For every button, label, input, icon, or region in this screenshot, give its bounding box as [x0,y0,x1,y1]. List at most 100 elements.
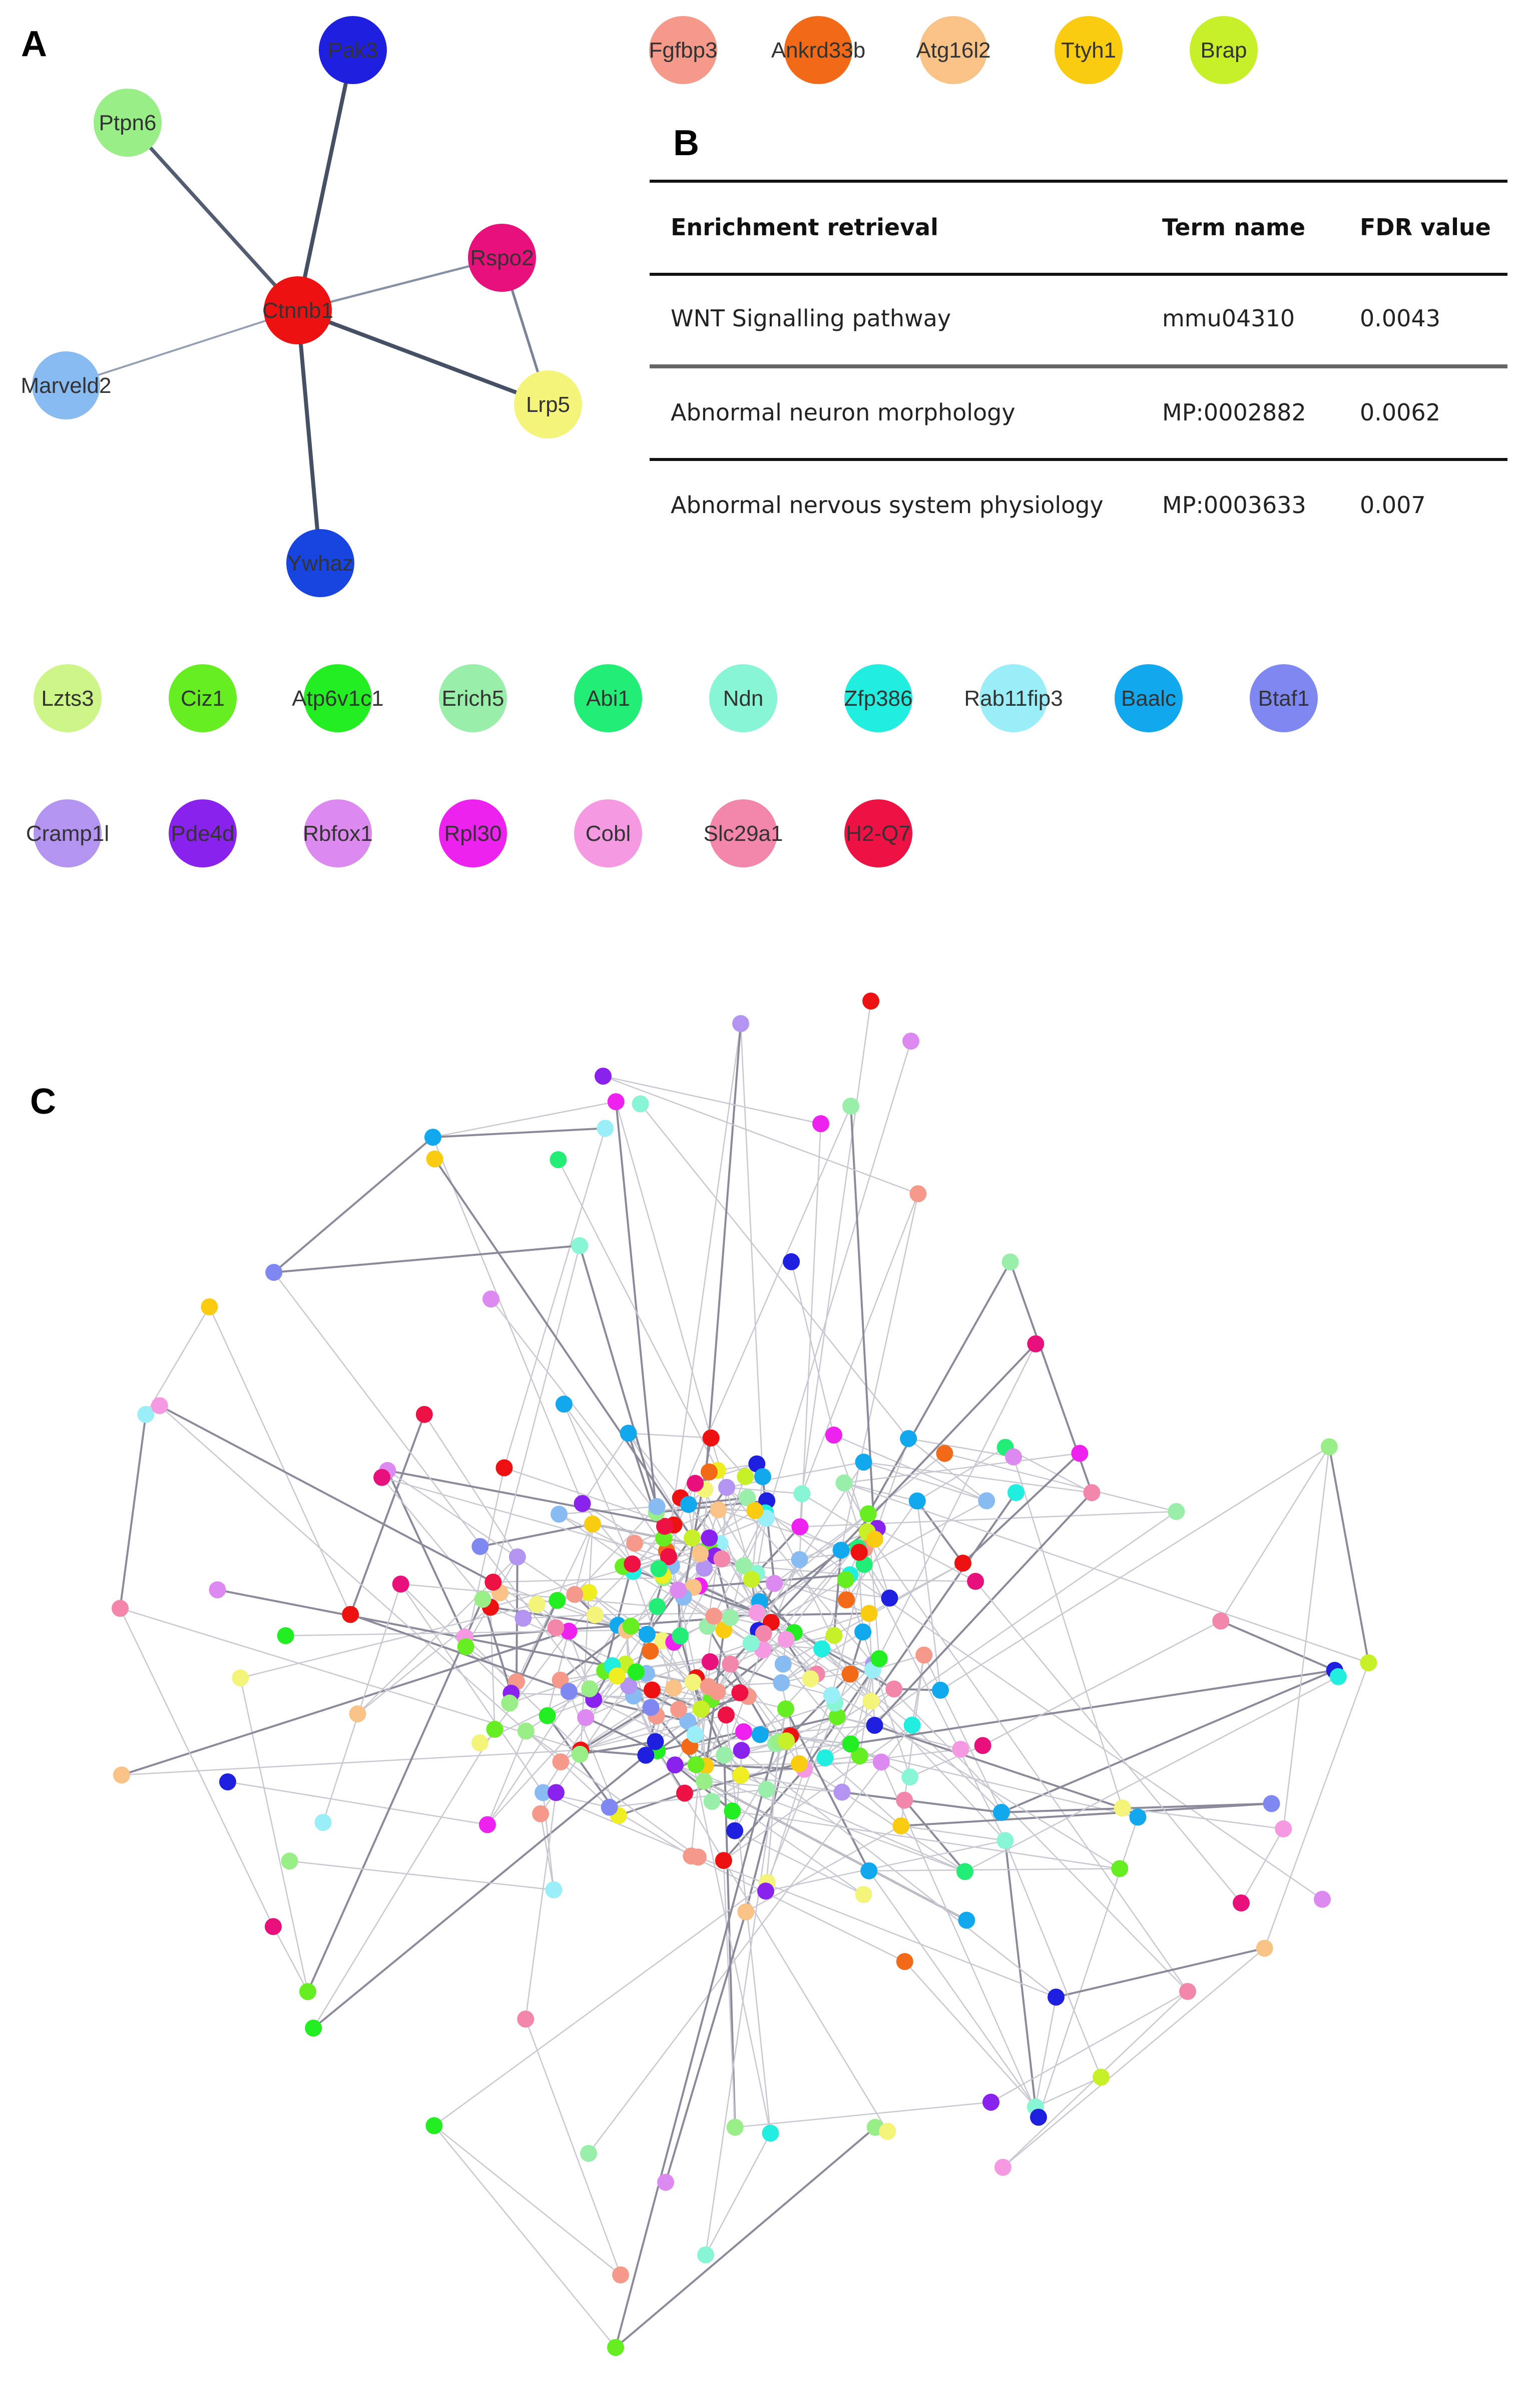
network-node [478,1816,496,1833]
network-edge [350,1613,594,1701]
network-edge [903,1799,966,1872]
network-edge [982,1620,1221,1746]
node-circle [439,799,507,867]
network-edge [433,2125,621,2275]
network-edge [322,1584,401,1823]
network-node [670,1582,687,1599]
network-edge [844,1453,1080,1484]
network-edge [525,1792,557,2020]
network-edge [758,1630,860,1756]
network-node [265,1264,283,1281]
network-edge [705,1714,727,1766]
network-node [687,1475,704,1492]
network-edge [387,1469,674,1526]
network-node [860,1862,878,1879]
network-node [732,1766,750,1784]
network-edge [704,1780,967,1921]
network-node [632,1095,649,1113]
network-edge [615,1743,777,2348]
network-edge [709,1510,756,1539]
node-atp6v1c1: Atp6v1c1 [292,664,384,732]
network-node [560,1683,578,1700]
network-node [851,1747,868,1765]
node-brap: Brap [1190,16,1258,84]
network-node [1005,1448,1022,1466]
network-edge [696,1763,805,1770]
network-node [112,1600,129,1617]
network-edge [869,1535,1189,1992]
node-circle [169,799,237,867]
node-label: Rab11fip3 [964,686,1063,711]
node-circle [304,664,372,732]
node-label: Lrp5 [526,392,570,417]
network-edge [801,1193,919,1494]
network-edge [289,1860,554,1890]
network-node [903,1716,921,1734]
network-node [151,1397,168,1414]
network-edge [850,1669,1335,1745]
node-label: Cobl [586,821,631,846]
node-label: Pde4d [171,821,234,846]
network-node [735,1723,752,1740]
network-edge [710,1438,746,1477]
network-node [457,1638,474,1655]
network-edge [1264,1662,1369,1949]
row-3-term: MP:0003633 [1162,492,1306,519]
network-node [932,1681,949,1699]
network-node [825,1627,843,1644]
network-edge [400,1583,512,1694]
node-lrp5: Lrp5 [514,370,582,438]
network-edge [723,1724,913,1861]
network-node [1093,2069,1110,2086]
network-edge [563,1403,667,1552]
network-edge [209,1306,351,1615]
network-edge [698,1856,1057,1998]
network-node [373,1469,391,1486]
network-node [718,1479,735,1496]
network-edge [732,1810,1120,1869]
network-node [1179,1983,1196,2000]
network-edge [1220,1446,1330,1622]
network-edge [944,1453,1177,1513]
edge-ctnnb1-pak3 [296,50,355,311]
network-node [1314,1890,1331,1908]
network-node [696,1560,713,1577]
network-node [859,1505,877,1523]
network-node [812,1115,829,1132]
network-edge [465,1468,505,1647]
network-edge [628,1433,711,1439]
network-edge [433,1881,768,2126]
network-edge [800,1511,1177,1528]
node-circle [1055,16,1123,84]
network-edge [845,1579,976,1582]
network-node [1320,1438,1338,1456]
network-node [755,1625,772,1642]
network-edge [119,1414,147,1609]
network-node [908,1492,926,1510]
node-label: Erich5 [442,686,504,711]
network-node [657,2174,674,2191]
network-edge [840,1193,919,1551]
node-label: Ywhaz [287,551,353,576]
network-edge [307,1599,484,1992]
node-circle [169,664,237,732]
network-edge [741,1750,1057,1998]
network-edge [615,1101,658,1513]
network-node [773,1674,790,1692]
network-node [936,1445,953,1462]
network-node [1129,1808,1147,1826]
node-label: Ptpn6 [99,111,157,135]
node-circle [844,799,912,867]
network-edge [714,1612,869,1617]
network-node [739,1489,756,1507]
network-node [697,2246,714,2263]
node-ctnnb1: Ctnnb1 [262,276,333,344]
network-node [713,1550,731,1568]
network-edge [511,1692,712,1700]
node-label: Rspo2 [470,246,534,270]
node-circle [468,224,536,292]
network-node [1275,1820,1292,1837]
network-node [607,2339,624,2356]
panel-letter-c: C [30,1082,56,1122]
network-edge [574,1506,658,1595]
